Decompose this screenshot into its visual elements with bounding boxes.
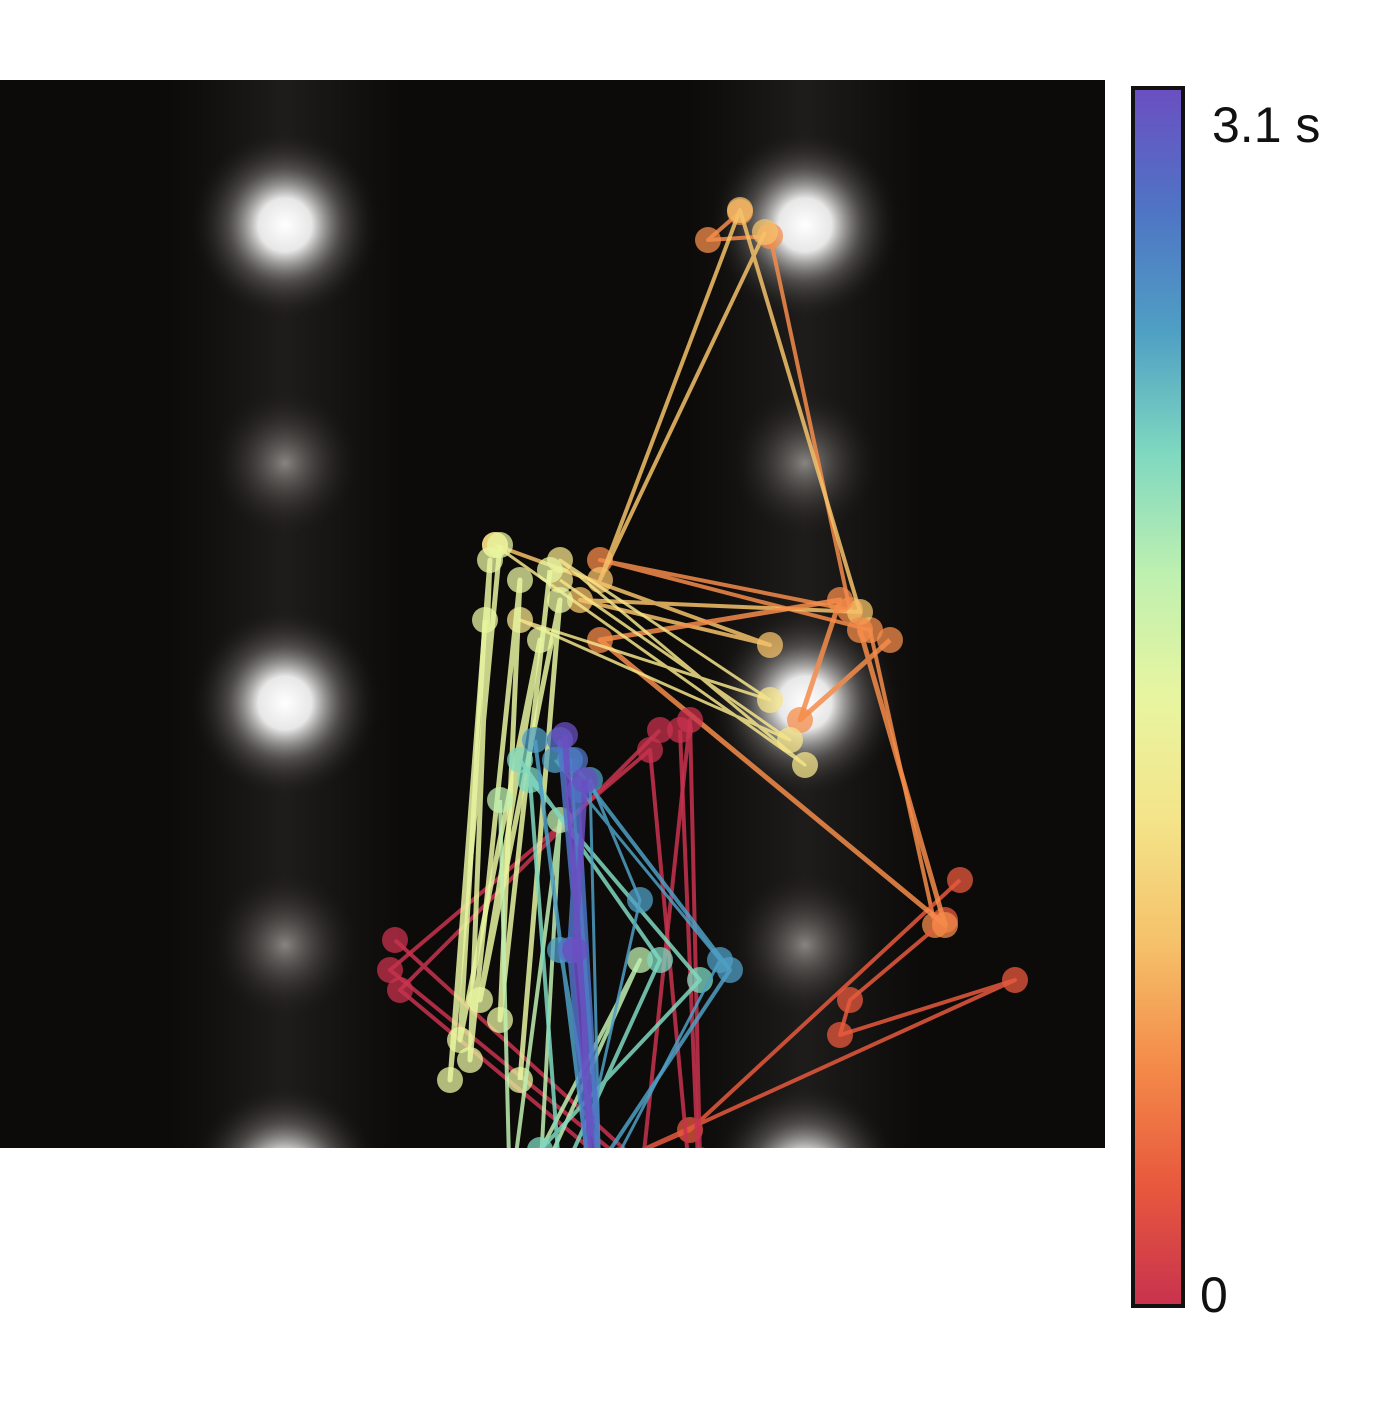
colorbar-min-label: 0: [1200, 1267, 1228, 1323]
trap-spot: [190, 608, 380, 798]
trajectory-point: [382, 927, 408, 953]
trajectory-point: [467, 987, 493, 1013]
colorbar-max-label: 3.1 s: [1212, 97, 1321, 153]
trajectory-point: [847, 599, 873, 625]
trajectory-point: [527, 1137, 553, 1148]
trajectory-point: [587, 1157, 613, 1183]
trajectory-point: [757, 632, 783, 658]
trajectory-point: [577, 1167, 603, 1193]
trajectory-point: [695, 1147, 705, 1148]
trap-spot: [210, 388, 360, 538]
trajectory-point: [727, 197, 753, 223]
trap-spot: [715, 1085, 895, 1148]
trajectory-point: [567, 587, 593, 613]
trajectory-point: [552, 722, 578, 748]
trajectory-point: [667, 1187, 693, 1213]
trap-spot: [210, 870, 360, 1020]
trajectory-point: [877, 627, 903, 653]
trajectory-point: [677, 1167, 703, 1193]
trap-spot: [195, 1085, 375, 1148]
trajectory-path: [553, 759, 722, 1148]
colorbar: [1131, 86, 1185, 1308]
trajectory-point: [837, 987, 863, 1013]
trajectory-point: [457, 1047, 483, 1073]
trajectory-point: [707, 947, 733, 973]
trajectory-point: [627, 887, 653, 913]
trajectory-point: [932, 912, 958, 938]
trajectory-point: [437, 1067, 463, 1093]
trajectory-point: [527, 1167, 553, 1193]
trajectory-point: [537, 557, 563, 583]
trajectory-point: [792, 752, 818, 778]
trajectory-point: [507, 1177, 533, 1203]
trajectory-point: [497, 1187, 523, 1213]
trajectory-point: [547, 1167, 573, 1193]
trajectory-point: [627, 947, 653, 973]
trajectory-point: [477, 547, 503, 573]
trajectory-point: [667, 717, 693, 743]
trajectory-path: [562, 734, 595, 1148]
trajectory-point: [777, 727, 803, 753]
trajectory-path: [498, 799, 642, 1148]
trajectory-point: [787, 707, 813, 733]
trajectory-point: [522, 727, 548, 753]
trap-spot: [730, 870, 880, 1020]
trajectory-point: [487, 787, 513, 813]
trajectory-point: [752, 219, 778, 245]
trajectory-point: [562, 937, 588, 963]
trajectory-point: [647, 717, 673, 743]
trajectory-point: [615, 1147, 625, 1148]
trajectory-overlay: [377, 197, 1028, 1223]
trajectory-point: [572, 767, 598, 793]
trajectory-point: [647, 1177, 673, 1203]
trajectory-point: [627, 1177, 653, 1203]
trajectory-point: [527, 627, 553, 653]
trajectory-point: [687, 1197, 713, 1223]
trajectory-point: [637, 737, 663, 763]
trajectory-point: [487, 1007, 513, 1033]
trajectory-point: [827, 1022, 853, 1048]
trajectory-point: [517, 767, 543, 793]
trajectory-point: [695, 227, 721, 253]
trajectory-point: [567, 1157, 593, 1183]
trajectory-point: [577, 1167, 603, 1193]
trajectory-point: [472, 607, 498, 633]
trajectory-point: [647, 947, 673, 973]
trajectory-path: [597, 597, 948, 928]
trajectory-point: [582, 1182, 608, 1208]
trajectory-point: [827, 587, 853, 613]
trap-spot: [190, 130, 380, 320]
trajectory-point: [757, 687, 783, 713]
trajectory-point: [507, 1067, 533, 1093]
trajectory-path: [518, 758, 702, 1148]
trap-spot: [730, 388, 880, 538]
scale-bar: [75, 1250, 388, 1293]
trajectory-path: [457, 597, 563, 1081]
trajectory-point: [1002, 967, 1028, 993]
trajectory-point: [507, 747, 533, 773]
trajectory-point: [377, 957, 403, 983]
trajectory-point: [507, 567, 533, 593]
trajectory-point: [587, 1177, 613, 1203]
trajectory-point: [447, 1027, 473, 1053]
trajectory-point: [547, 587, 573, 613]
trajectory-point: [947, 867, 973, 893]
trajectory-point: [587, 1177, 613, 1203]
trajectory-point: [847, 617, 873, 643]
